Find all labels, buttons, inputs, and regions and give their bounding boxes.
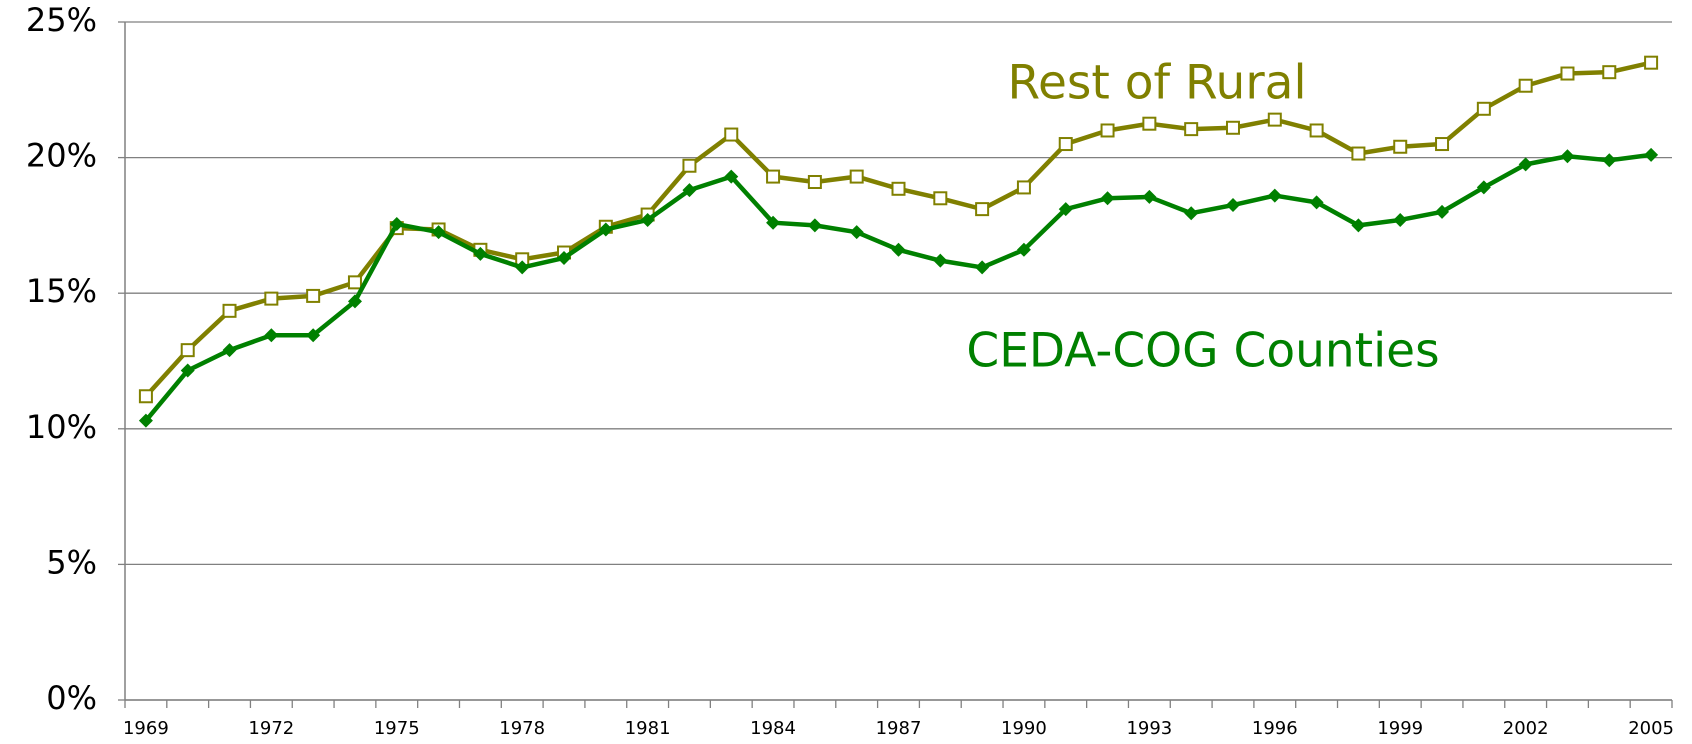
marker (849, 225, 864, 240)
marker (849, 169, 864, 184)
x-tick-label: 1990 (1001, 718, 1047, 739)
marker (975, 260, 990, 275)
x-tick-label: 1981 (625, 718, 671, 739)
marker (1225, 198, 1240, 213)
marker (1016, 242, 1031, 257)
marker (766, 169, 781, 184)
marker (1309, 123, 1324, 138)
marker (1100, 123, 1115, 138)
marker (1100, 191, 1115, 206)
marker (1644, 55, 1659, 70)
y-tick-label: 25% (26, 1, 97, 39)
x-tick-label: 1969 (123, 718, 169, 739)
x-tick-label: 1999 (1377, 718, 1423, 739)
marker (180, 343, 195, 358)
marker (557, 250, 572, 265)
marker (1393, 139, 1408, 154)
marker (1476, 180, 1491, 195)
marker (264, 291, 279, 306)
marker (1518, 78, 1533, 93)
y-tick-label: 0% (46, 679, 97, 717)
marker (1267, 112, 1282, 127)
x-tick-label: 1996 (1252, 718, 1298, 739)
marker (933, 191, 948, 206)
marker (1476, 101, 1491, 116)
marker (1351, 218, 1366, 233)
y-tick-label: 15% (26, 272, 97, 310)
marker (598, 222, 613, 237)
marker (1518, 157, 1533, 172)
marker (1184, 206, 1199, 221)
marker (1058, 202, 1073, 217)
marker (264, 328, 279, 343)
marker (1267, 188, 1282, 203)
marker (1058, 137, 1073, 152)
x-tick-label: 1984 (750, 718, 796, 739)
marker (1016, 180, 1031, 195)
marker (1560, 66, 1575, 81)
x-tick-label: 1978 (499, 718, 545, 739)
marker (1351, 146, 1366, 161)
marker (1309, 195, 1324, 210)
series-label: CEDA-COG Counties (966, 324, 1439, 379)
marker (1142, 116, 1157, 131)
marker (306, 288, 321, 303)
marker (975, 202, 990, 217)
marker (389, 217, 404, 232)
marker (515, 260, 530, 275)
marker (347, 275, 362, 290)
marker (473, 246, 488, 261)
marker (682, 183, 697, 198)
marker (807, 175, 822, 190)
marker (431, 225, 446, 240)
marker (1435, 137, 1450, 152)
marker (640, 212, 655, 227)
x-tick-label: 2002 (1503, 718, 1549, 739)
marker (347, 294, 362, 309)
marker (306, 328, 321, 343)
x-tick-label: 1972 (248, 718, 294, 739)
y-tick-label: 10% (26, 408, 97, 446)
marker (180, 363, 195, 378)
marker (222, 303, 237, 318)
marker (724, 169, 739, 184)
marker (1184, 122, 1199, 137)
marker (1602, 153, 1617, 168)
marker (138, 389, 153, 404)
marker (222, 343, 237, 358)
marker (1393, 212, 1408, 227)
marker (1142, 189, 1157, 204)
marker (1435, 204, 1450, 219)
x-tick-label: 2005 (1628, 718, 1674, 739)
x-tick-label: 1987 (876, 718, 922, 739)
x-tick-label: 1975 (374, 718, 420, 739)
y-tick-label: 5% (46, 543, 97, 581)
marker (891, 242, 906, 257)
marker (1644, 147, 1659, 162)
marker (1225, 120, 1240, 135)
marker (891, 181, 906, 196)
marker (807, 218, 822, 233)
marker (766, 215, 781, 230)
marker (724, 127, 739, 142)
marker (933, 253, 948, 268)
x-tick-label: 1993 (1126, 718, 1172, 739)
marker (1560, 149, 1575, 164)
y-tick-label: 20% (26, 137, 97, 175)
marker (1602, 65, 1617, 80)
series-label: Rest of Rural (1007, 56, 1306, 111)
marker (138, 413, 153, 428)
marker (682, 158, 697, 173)
